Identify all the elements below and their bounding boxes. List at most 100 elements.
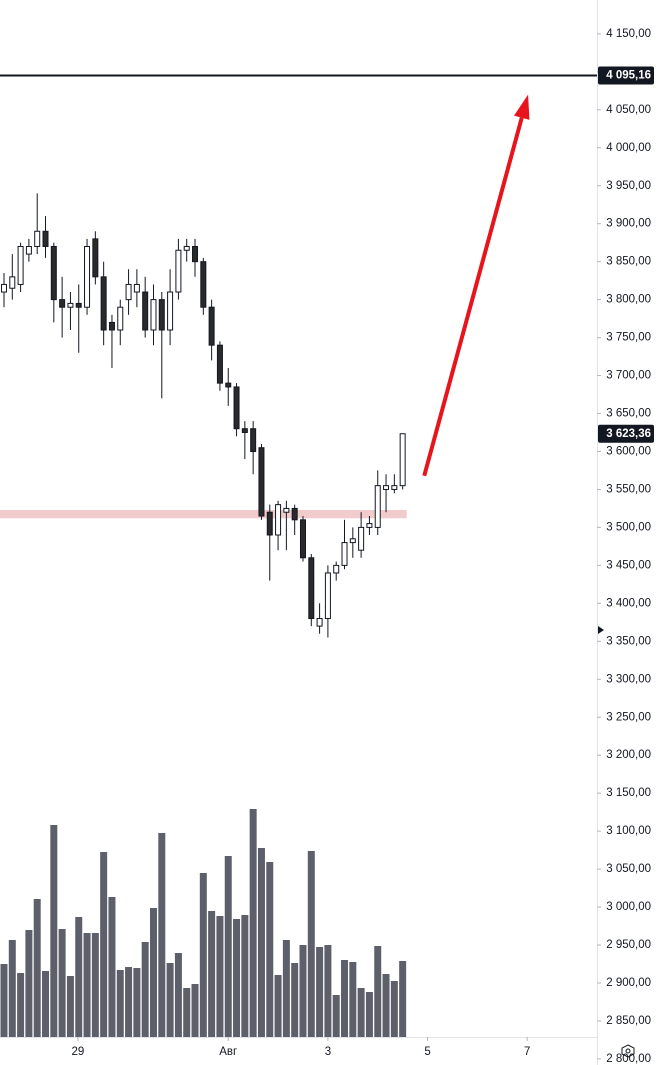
candle-body xyxy=(333,564,340,574)
volume-bar xyxy=(33,899,41,1037)
y-tick-label: 3 700,00 xyxy=(606,370,651,382)
volume-bar xyxy=(390,981,398,1037)
volume-bar xyxy=(349,962,357,1037)
volume-bar xyxy=(25,930,33,1037)
candle-body xyxy=(241,428,248,433)
volume-bar xyxy=(224,856,232,1037)
y-tick-label: 3 050,00 xyxy=(606,863,651,875)
volume-bar xyxy=(125,967,133,1037)
volume-bar xyxy=(75,917,83,1037)
volume-bar xyxy=(233,919,241,1037)
volume-bar xyxy=(399,961,407,1037)
y-tick-label: 3 250,00 xyxy=(606,711,651,723)
candle-body xyxy=(192,245,199,263)
candle-body xyxy=(0,283,7,293)
volume-bar xyxy=(191,984,199,1037)
volume-bar xyxy=(133,968,141,1037)
x-tick-label: Авг xyxy=(219,1046,237,1058)
volume-bar xyxy=(108,897,116,1037)
y-tick-label: 2 850,00 xyxy=(606,1015,651,1027)
candle-body xyxy=(374,485,381,528)
y-tick-label: 3 500,00 xyxy=(606,521,651,533)
candle-body xyxy=(391,485,398,490)
candle-body xyxy=(291,507,298,521)
candle-body xyxy=(216,344,223,384)
volume-bar xyxy=(66,976,74,1037)
volume-bar xyxy=(141,942,149,1037)
price-label: 4 095,16 xyxy=(606,70,651,82)
y-tick-label: 3 650,00 xyxy=(606,408,651,420)
volume-bar xyxy=(307,851,315,1037)
volume-bar xyxy=(17,973,25,1037)
candle-body xyxy=(349,538,356,544)
candle-body xyxy=(233,386,240,430)
arrow-shaft xyxy=(422,117,524,477)
x-tick-label: 5 xyxy=(424,1046,430,1058)
y-tick-label: 4 150,00 xyxy=(606,28,651,40)
volume-bar xyxy=(0,964,8,1037)
candle-body xyxy=(125,283,132,301)
y-tick-label: 4 000,00 xyxy=(606,142,651,154)
volume-bar xyxy=(174,953,182,1037)
y-tick-label: 3 150,00 xyxy=(606,787,651,799)
volume-bar xyxy=(166,963,174,1037)
axis-marker xyxy=(598,626,604,634)
volume-bar xyxy=(374,946,382,1037)
candle-body xyxy=(84,245,91,308)
candle-body xyxy=(225,382,232,388)
candle-body xyxy=(250,428,257,452)
candle-body xyxy=(158,299,165,331)
y-tick-label: 3 200,00 xyxy=(606,749,651,761)
candle-body xyxy=(75,302,82,308)
candle-body xyxy=(42,230,49,247)
candle-body xyxy=(50,245,57,301)
volume-bar xyxy=(324,945,332,1037)
y-tick-label: 2 800,00 xyxy=(606,1053,651,1065)
volume-bar xyxy=(316,947,324,1037)
y-tick-label: 2 950,00 xyxy=(606,939,651,951)
candle-body xyxy=(341,542,348,566)
candle-body xyxy=(117,306,124,331)
volume-bar xyxy=(100,852,108,1037)
volume-bar xyxy=(332,995,340,1037)
volume-bar xyxy=(42,971,50,1037)
candle-body xyxy=(142,291,149,331)
price-label: 3 623,36 xyxy=(606,428,651,440)
candle-body xyxy=(383,485,390,490)
volume-bar xyxy=(274,975,282,1037)
candle-body xyxy=(92,238,99,278)
candle-body xyxy=(133,283,140,293)
y-tick-label: 3 900,00 xyxy=(606,218,651,230)
y-tick-label: 3 450,00 xyxy=(606,559,651,571)
volume-bar xyxy=(116,970,124,1037)
price-label-box xyxy=(598,424,654,443)
volume-bar xyxy=(282,940,290,1037)
x-tick-label: 29 xyxy=(72,1046,85,1058)
volume-bar xyxy=(249,809,257,1037)
volume-bar xyxy=(357,988,365,1037)
candle-body xyxy=(150,299,157,331)
x-tick-label: 3 xyxy=(325,1046,331,1058)
candle-body xyxy=(324,572,331,620)
candle-body xyxy=(183,245,190,251)
volume-bar xyxy=(50,825,58,1037)
candle-body xyxy=(316,618,323,627)
candle-body xyxy=(258,447,265,517)
support-zone xyxy=(0,509,407,519)
y-tick-label: 2 900,00 xyxy=(606,977,651,989)
settings-icon[interactable] xyxy=(621,1044,635,1058)
y-tick-label: 3 950,00 xyxy=(606,180,651,192)
candle-body xyxy=(208,306,215,346)
y-tick-label: 3 300,00 xyxy=(606,673,651,685)
y-tick-label: 3 850,00 xyxy=(606,256,651,268)
candle-body xyxy=(283,507,290,513)
y-tick-label: 3 350,00 xyxy=(606,635,651,647)
y-tick-label: 3 800,00 xyxy=(606,294,651,306)
volume-bar xyxy=(158,833,166,1037)
candle-body xyxy=(67,302,74,308)
volume-bar xyxy=(341,960,349,1037)
volume-bar xyxy=(91,933,99,1037)
arrow-head xyxy=(514,94,530,120)
